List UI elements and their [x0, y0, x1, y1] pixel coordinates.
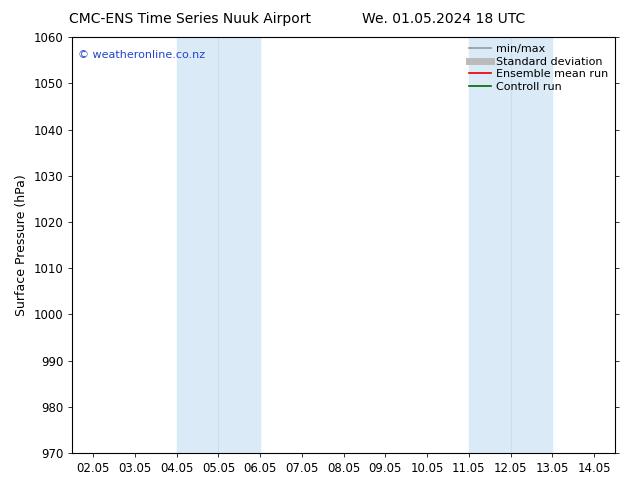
Text: © weatheronline.co.nz: © weatheronline.co.nz	[78, 49, 205, 60]
Bar	[469, 37, 552, 453]
Legend: min/max, Standard deviation, Ensemble mean run, Controll run: min/max, Standard deviation, Ensemble me…	[466, 41, 612, 96]
Y-axis label: Surface Pressure (hPa): Surface Pressure (hPa)	[15, 174, 28, 316]
Text: We. 01.05.2024 18 UTC: We. 01.05.2024 18 UTC	[362, 12, 526, 26]
Text: CMC-ENS Time Series Nuuk Airport: CMC-ENS Time Series Nuuk Airport	[69, 12, 311, 26]
Bar	[177, 37, 260, 453]
